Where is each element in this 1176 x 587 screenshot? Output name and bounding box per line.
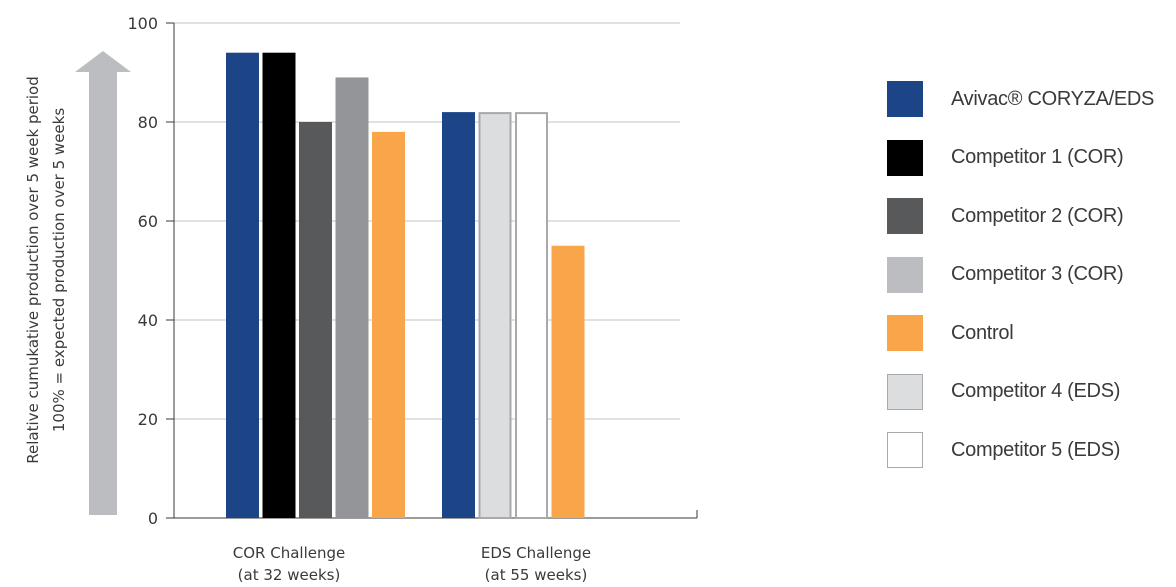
x-category-label-line: COR Challenge: [233, 544, 345, 562]
legend-item: Avivac® CORYZA/EDS: [887, 80, 1154, 118]
legend-swatch: [887, 432, 923, 468]
x-category-label-line: EDS Challenge: [481, 544, 591, 562]
legend-item: Control: [887, 314, 1014, 352]
y-axis-label-line-1: Relative cumukative production over 5 we…: [24, 76, 42, 463]
bar: [299, 122, 332, 518]
bar: [372, 131, 405, 518]
legend-label: Competitor 2 (COR): [951, 204, 1124, 227]
legend-item: Competitor 4 (EDS): [887, 373, 1120, 411]
bar-chart: Relative cumukative production over 5 we…: [24, 14, 698, 584]
bar: [515, 112, 548, 519]
legend-swatch: [887, 139, 923, 176]
legend-item: Competitor 2 (COR): [887, 197, 1124, 235]
y-tick-label: 80: [138, 113, 158, 132]
x-category-label-line: (at 32 weeks): [238, 566, 341, 584]
legend-item: Competitor 3 (COR): [887, 256, 1124, 294]
legend-swatch: [887, 256, 923, 293]
legend-label: Competitor 5 (EDS): [951, 438, 1121, 461]
bar: [478, 112, 512, 519]
legend-swatch: [887, 373, 923, 410]
legend-label: Control: [951, 321, 1014, 344]
y-axis-label-line-2: 100% = expected production over 5 weeks: [50, 108, 68, 432]
bar: [335, 77, 369, 518]
y-tick-label: 100: [127, 14, 158, 33]
legend-swatch: [887, 81, 923, 117]
y-tick-label: 20: [138, 410, 158, 429]
y-tick-label: 60: [138, 212, 158, 231]
legend-item: Competitor 5 (EDS): [887, 431, 1120, 469]
bar: [226, 52, 259, 518]
legend-label: Avivac® CORYZA/EDS: [951, 87, 1155, 110]
legend-swatch: [887, 315, 923, 351]
legend-swatch: [887, 198, 923, 234]
legend-label: Competitor 4 (EDS): [951, 380, 1121, 402]
bar: [262, 52, 296, 518]
bar: [442, 112, 475, 518]
legend-label: Competitor 3 (COR): [951, 263, 1124, 285]
legend-item: Competitor 1 (COR): [887, 139, 1124, 177]
legend-label: Competitor 1 (COR): [951, 146, 1124, 168]
y-tick-label: 0: [148, 509, 158, 528]
bar: [551, 245, 585, 518]
y-tick-label: 40: [138, 311, 158, 330]
x-category-label-line: (at 55 weeks): [485, 566, 588, 584]
y-axis-arrow: [75, 51, 131, 515]
